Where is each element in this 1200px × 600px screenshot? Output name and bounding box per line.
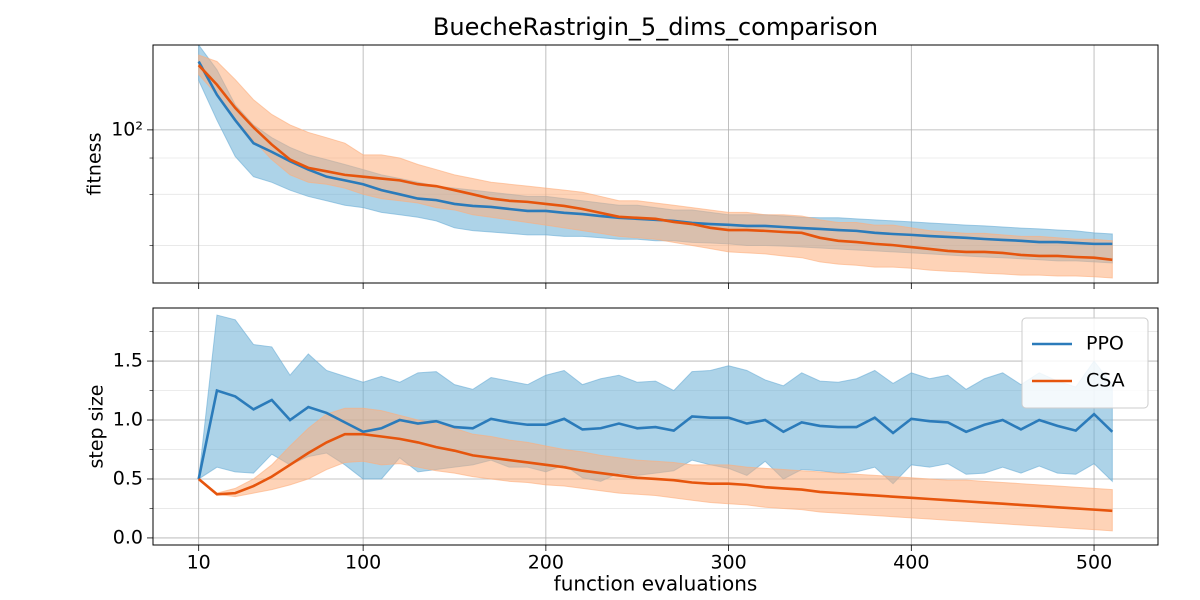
axes-frame bbox=[152, 44, 1159, 284]
line bbox=[197, 388, 1114, 480]
plot-area bbox=[197, 314, 1114, 532]
x-tick-label: 10 bbox=[187, 552, 211, 574]
y-tick-label: 1.5 bbox=[113, 350, 143, 372]
chart-title: BuecheRastrigin_5_dims_comparison bbox=[433, 13, 878, 41]
y-tick-label: 0.5 bbox=[113, 467, 143, 489]
x-axis-label: function evaluations bbox=[554, 572, 758, 596]
plot-area bbox=[197, 45, 1113, 279]
line bbox=[197, 64, 1113, 262]
y-tick-label: 10² bbox=[111, 118, 143, 140]
x-tick-label: 200 bbox=[528, 552, 564, 574]
axes-frame bbox=[152, 307, 1159, 546]
legend-box bbox=[1021, 317, 1149, 409]
x-tick-label: 100 bbox=[345, 552, 381, 574]
y-tick-label: 0.0 bbox=[113, 526, 143, 548]
line bbox=[197, 432, 1113, 513]
x-tick-label: 300 bbox=[710, 552, 746, 574]
y-axis-label: step size bbox=[86, 385, 108, 469]
y-tick-label: 1.0 bbox=[113, 409, 143, 431]
band bbox=[198, 54, 1113, 279]
x-tick-label: 500 bbox=[1076, 552, 1112, 574]
x-tick-label: 400 bbox=[893, 552, 929, 574]
legend-label: CSA bbox=[1086, 370, 1125, 392]
legend-label: PPO bbox=[1086, 333, 1124, 355]
y-axis-label: fitness bbox=[84, 133, 106, 196]
